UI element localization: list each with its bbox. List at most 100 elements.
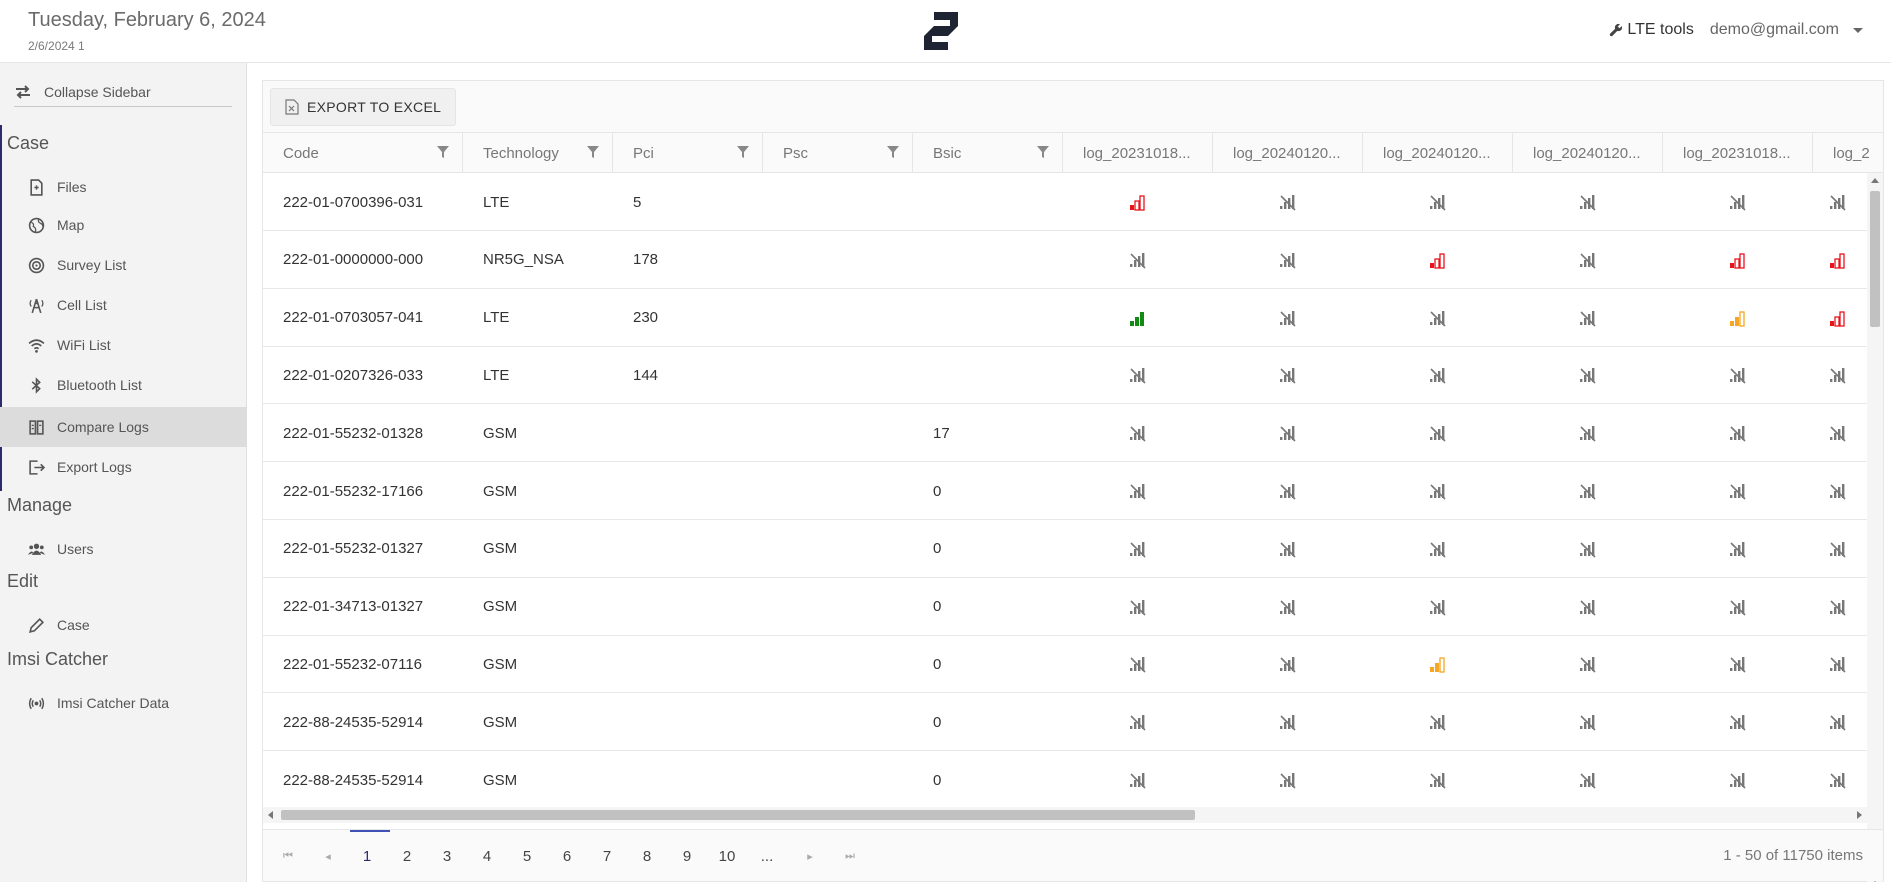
- cell-code: 222-01-55232-07116: [283, 655, 423, 673]
- table-row[interactable]: 222-01-55232-17166 GSM 0: [263, 462, 1867, 520]
- no-signal-icon: [1830, 484, 1846, 500]
- cell-signal: [1213, 289, 1363, 347]
- sidebar-item-users[interactable]: Users: [0, 529, 247, 569]
- grid-header-row: Code Technology Pci Psc Bsic log_20231018... l…: [263, 133, 1883, 173]
- table-row[interactable]: 222-01-55232-07116 GSM 0: [263, 635, 1867, 694]
- horizontal-scrollbar[interactable]: [263, 807, 1867, 823]
- no-signal-icon: [1430, 310, 1446, 327]
- table-row[interactable]: 222-01-0000000-000 NR5G_NSA 178: [263, 231, 1867, 289]
- no-signal-icon: [1830, 657, 1846, 673]
- cell-tech: LTE: [483, 366, 510, 384]
- sidebar-item-survey-list[interactable]: Survey List: [0, 245, 247, 285]
- no-signal-icon: [1280, 773, 1296, 789]
- cell-pci: [613, 462, 763, 520]
- filter-icon[interactable]: [736, 145, 750, 159]
- sidebar-item-label: Survey List: [57, 257, 127, 273]
- table-row[interactable]: 222-01-0207326-033 LTE 144: [263, 346, 1867, 405]
- filter-icon[interactable]: [886, 145, 900, 159]
- scroll-right-icon[interactable]: [1857, 811, 1862, 819]
- vertical-scroll-thumb[interactable]: [1870, 191, 1880, 327]
- sidebar-item-imsi-catcher-data[interactable]: Imsi Catcher Data: [0, 683, 247, 723]
- column-header[interactable]: log_20231018...: [1663, 133, 1813, 172]
- sidebar-item-export-logs[interactable]: Export Logs: [0, 447, 247, 487]
- page-button[interactable]: 7: [602, 847, 612, 865]
- table-row[interactable]: 222-01-34713-01327 GSM 0: [263, 578, 1867, 636]
- column-header[interactable]: log_2: [1813, 133, 1883, 172]
- cell-psc: [763, 520, 913, 578]
- cell-signal: [1513, 751, 1663, 809]
- cell-signal: [1363, 404, 1513, 462]
- horizontal-scroll-thumb[interactable]: [281, 810, 1195, 820]
- column-header[interactable]: log_20240120...: [1513, 133, 1663, 172]
- next-page-icon[interactable]: ▸: [807, 850, 813, 863]
- cell-signal: [1063, 635, 1213, 693]
- cell-signal: [1663, 578, 1813, 636]
- filter-icon[interactable]: [436, 145, 450, 159]
- table-row[interactable]: 222-88-24535-52914 GSM 0: [263, 693, 1867, 752]
- header-subtitle: 2/6/2024 1: [28, 39, 85, 53]
- scroll-left-icon[interactable]: [268, 811, 273, 819]
- no-signal-icon: [1130, 715, 1146, 731]
- prev-page-icon[interactable]: ◂: [325, 850, 331, 863]
- page-button[interactable]: 2: [402, 847, 412, 865]
- column-header[interactable]: Technology: [463, 133, 613, 172]
- cell-signal: [1363, 289, 1513, 347]
- cell-code: 222-01-55232-17166: [283, 482, 424, 500]
- page-button[interactable]: 4: [482, 847, 492, 865]
- cell-signal: [1213, 693, 1363, 751]
- table-row[interactable]: 222-88-24535-52914 GSM 0: [263, 751, 1867, 809]
- page-button[interactable]: 3: [442, 847, 452, 865]
- table-row[interactable]: 222-01-0700396-031 LTE 5: [263, 173, 1867, 231]
- page-button[interactable]: 8: [642, 847, 652, 865]
- sidebar-item-compare-logs[interactable]: Compare Logs: [0, 407, 247, 447]
- table-row[interactable]: 222-01-55232-01328 GSM 17: [263, 404, 1867, 463]
- table-row[interactable]: 222-01-0703057-041 LTE 230: [263, 289, 1867, 347]
- no-signal-icon: [1430, 715, 1446, 731]
- page-button[interactable]: 5: [522, 847, 532, 865]
- column-header[interactable]: Pci: [613, 133, 763, 172]
- column-header[interactable]: Bsic: [913, 133, 1063, 172]
- page-button[interactable]: 9: [682, 847, 692, 865]
- first-page-icon[interactable]: ⏮: [283, 849, 293, 862]
- page-button[interactable]: 1: [350, 830, 390, 870]
- table-row[interactable]: 222-01-55232-01327 GSM 0: [263, 520, 1867, 578]
- sidebar-item-wifi-list[interactable]: WiFi List: [0, 325, 247, 365]
- scroll-up-icon[interactable]: [1871, 178, 1879, 183]
- column-header[interactable]: log_20240120...: [1363, 133, 1513, 172]
- filter-icon[interactable]: [586, 145, 600, 159]
- column-header[interactable]: Code: [263, 133, 463, 172]
- column-header[interactable]: Psc: [763, 133, 913, 172]
- collapse-sidebar-button[interactable]: Collapse Sidebar: [14, 77, 232, 107]
- page-button[interactable]: 10: [718, 847, 736, 865]
- app-logo-icon[interactable]: [918, 8, 964, 54]
- sidebar-item-bluetooth-list[interactable]: Bluetooth List: [0, 365, 247, 405]
- user-menu[interactable]: demo@gmail.com: [1710, 21, 1863, 39]
- excel-file-icon: [285, 99, 299, 115]
- last-page-icon[interactable]: ⏭: [845, 849, 855, 862]
- sidebar-item-label: Users: [57, 541, 94, 557]
- sidebar-item-label: Imsi Catcher Data: [57, 695, 170, 711]
- cell-bsic: 0: [933, 540, 942, 558]
- sidebar-item-files[interactable]: Files: [0, 167, 247, 207]
- cell-psc: [763, 231, 913, 289]
- column-header-label: log_2: [1833, 144, 1870, 162]
- antenna-icon: [29, 298, 44, 313]
- sidebar-item-case[interactable]: Case: [0, 605, 247, 645]
- cell-code: 222-01-55232-01328: [283, 424, 424, 442]
- cell-signal: [1513, 346, 1663, 404]
- cell-signal: [1363, 462, 1513, 520]
- export-to-excel-button[interactable]: EXPORT TO EXCEL: [270, 88, 457, 126]
- sidebar-item-cell-list[interactable]: Cell List: [0, 285, 247, 325]
- no-signal-icon: [1130, 599, 1146, 616]
- page-more-button[interactable]: ...: [760, 847, 774, 865]
- no-signal-icon: [1580, 484, 1596, 500]
- column-header[interactable]: log_20231018...: [1063, 133, 1213, 172]
- vertical-scrollbar[interactable]: [1867, 173, 1883, 882]
- column-header[interactable]: log_20240120...: [1213, 133, 1363, 172]
- sidebar-item-map[interactable]: Map: [0, 205, 247, 245]
- filter-icon[interactable]: [1036, 145, 1050, 159]
- sidebar-item-label: Bluetooth List: [57, 377, 142, 393]
- column-header-label: Bsic: [933, 144, 962, 162]
- page-button[interactable]: 6: [562, 847, 572, 865]
- lte-tools-link[interactable]: LTE tools: [1609, 21, 1694, 39]
